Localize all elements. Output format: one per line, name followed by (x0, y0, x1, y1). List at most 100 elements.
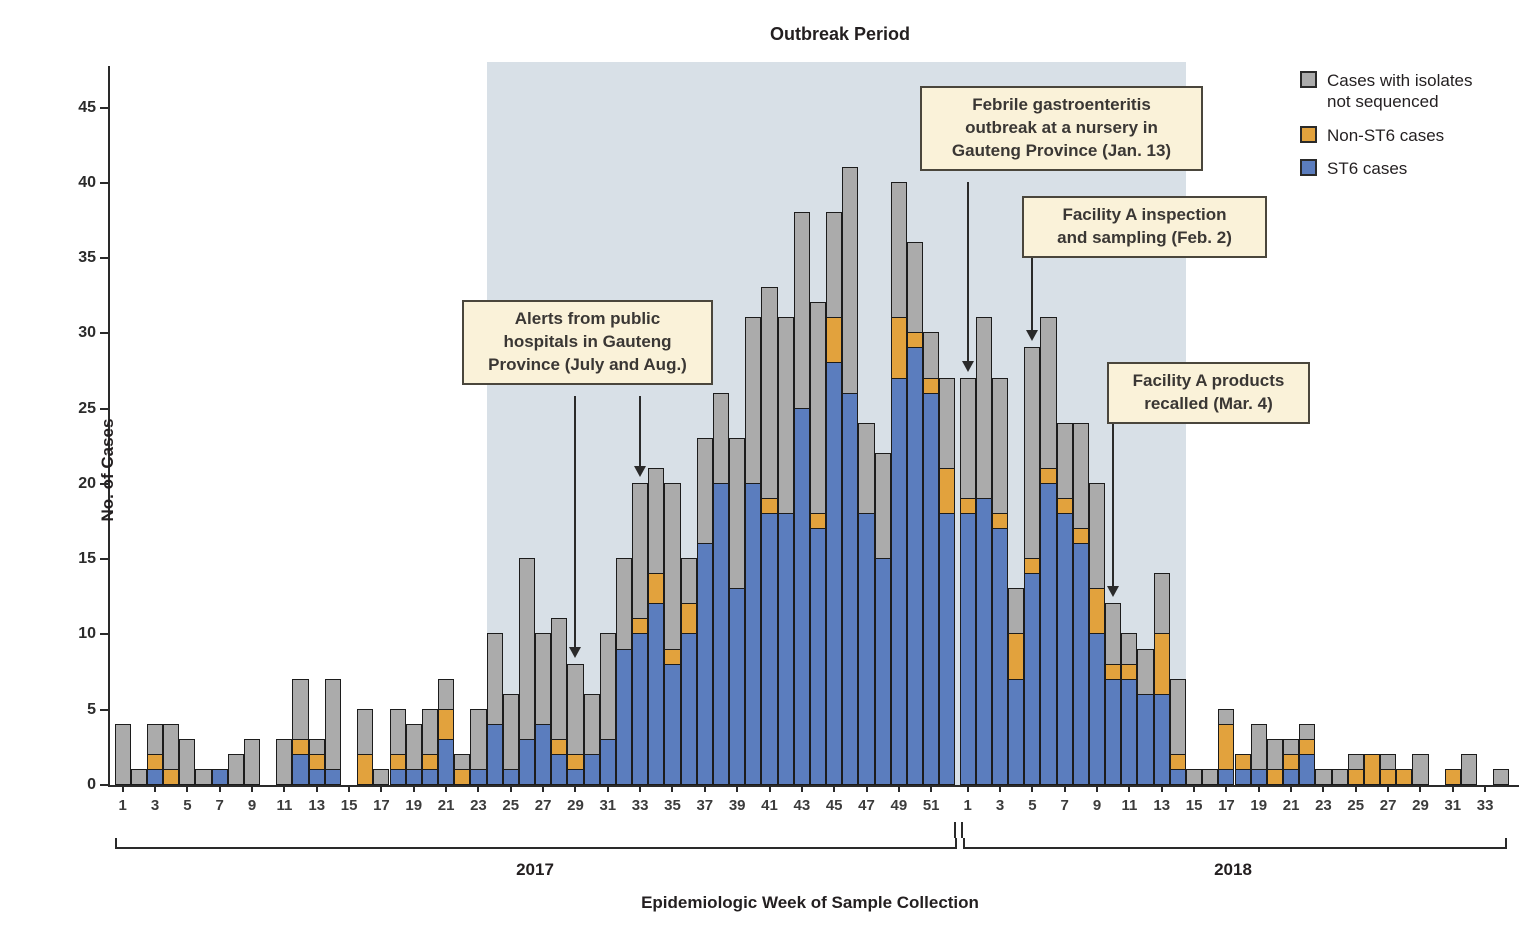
not-sequenced-segment-2018-w6 (1040, 317, 1057, 469)
not-sequenced-segment-2017-w41 (761, 287, 778, 499)
st6-segment-2017-w3 (146, 768, 164, 785)
x-tick-label-2017-w5: 5 (183, 797, 192, 814)
not-sequenced-segment-2018-w17 (1218, 708, 1235, 725)
x-tick-label-2017-w49: 49 (890, 797, 908, 814)
annotation-arrow-alerts (639, 396, 642, 467)
non-st6-segment-2018-w7 (1056, 497, 1073, 515)
not-sequenced-segment-2017-w11 (276, 738, 293, 785)
y-tick-30 (100, 332, 108, 335)
x-tick-2017-w35 (671, 785, 674, 792)
non-st6-segment-2018-w14 (1169, 753, 1186, 770)
x-tick-label-2017-w21: 21 (437, 797, 455, 814)
not-sequenced-segment-2018-w4 (1008, 588, 1025, 635)
x-tick-label-2018-w15: 15 (1185, 797, 1203, 814)
st6-segment-2018-w10 (1105, 678, 1122, 785)
not-sequenced-segment-2017-w26 (518, 558, 536, 740)
x-tick-2018-w19 (1257, 785, 1260, 792)
not-sequenced-segment-2017-w30 (583, 693, 600, 755)
annotation-arrowhead-alerts (569, 646, 582, 658)
y-tick-label-25: 25 (78, 399, 96, 417)
st6-segment-2017-w23 (470, 768, 487, 785)
non-st6-segment-2017-w22 (454, 768, 471, 785)
non-st6-segment-2017-w18 (389, 753, 406, 770)
non-st6-segment-2018-w9 (1088, 588, 1106, 635)
x-tick-label-2018-w1: 1 (963, 797, 972, 814)
non-st6-segment-2017-w41 (761, 497, 778, 515)
annotation-febrile: Febrile gastroenteritis outbreak at a nur… (920, 86, 1203, 171)
not-sequenced-segment-2018-w9 (1088, 482, 1106, 590)
annotation-arrowhead-febrile (961, 360, 974, 372)
not-sequenced-segment-2017-w16 (357, 708, 374, 755)
x-tick-label-2017-w17: 17 (373, 797, 390, 814)
not-sequenced-segment-2017-w51 (923, 332, 940, 379)
legend-item-not-sequenced: Cases with isolates not sequenced (1300, 70, 1473, 113)
x-tick-label-2018-w11: 11 (1121, 797, 1138, 814)
x-tick-2017-w23 (477, 785, 480, 792)
not-sequenced-segment-2017-w46 (842, 166, 859, 394)
y-axis-line (108, 66, 110, 785)
non-st6-segment-2017-w20 (421, 753, 438, 770)
not-sequenced-segment-2017-w38 (712, 392, 730, 484)
not-sequenced-segment-2017-w2 (130, 768, 147, 785)
x-tick-label-2017-w29: 29 (567, 797, 584, 814)
st6-segment-2018-w9 (1088, 633, 1106, 785)
y-tick-40 (100, 181, 108, 184)
not-sequenced-segment-2018-w23 (1315, 768, 1332, 785)
not-sequenced-segment-2018-w25 (1347, 753, 1364, 770)
not-sequenced-segment-2018-w11 (1121, 633, 1138, 665)
x-tick-label-2018-w3: 3 (995, 797, 1005, 814)
non-st6-segment-2018-w4 (1008, 633, 1025, 680)
st6-segment-2017-w36 (680, 633, 697, 785)
not-sequenced-segment-2017-w12 (292, 678, 309, 740)
x-axis-title: Epidemiologic Week of Sample Collection (641, 893, 979, 912)
x-tick-label-2018-w25: 25 (1347, 797, 1365, 814)
non-st6-segment-2017-w29 (567, 753, 584, 770)
x-tick-2018-w7 (1063, 785, 1066, 792)
not-sequenced-segment-2018-w10 (1105, 603, 1122, 665)
x-tick-label-2017-w37: 37 (696, 797, 714, 814)
not-sequenced-segment-2018-w24 (1331, 768, 1348, 785)
x-tick-2017-w5 (186, 785, 189, 792)
x-tick-label-2018-w9: 9 (1092, 797, 1102, 814)
legend-label-st6: ST6 cases (1327, 158, 1408, 178)
st6-segment-2018-w6 (1040, 482, 1057, 785)
x-tick-label-2017-w45: 45 (825, 797, 843, 814)
non-st6-segment-2018-w27 (1380, 768, 1397, 785)
non-st6-segment-2017-w45 (826, 317, 843, 364)
non-st6-segment-2018-w26 (1363, 753, 1381, 785)
st6-segment-2017-w37 (696, 543, 713, 785)
y-tick-label-20: 20 (78, 474, 96, 492)
axis-bracket-2018 (963, 838, 1507, 849)
year-label-2018: 2018 (1214, 860, 1252, 879)
st6-segment-2018-w8 (1072, 543, 1089, 785)
y-tick-label-40: 40 (78, 173, 96, 191)
not-sequenced-segment-2017-w44 (809, 302, 827, 515)
legend-swatch-non-st6 (1300, 125, 1317, 143)
not-sequenced-segment-2017-w17 (373, 768, 390, 785)
not-sequenced-segment-2018-w21 (1283, 738, 1300, 755)
st6-segment-2017-w52 (939, 513, 956, 785)
not-sequenced-segment-2017-w48 (874, 452, 891, 560)
non-st6-segment-2018-w11 (1121, 663, 1138, 680)
non-st6-segment-2017-w13 (308, 753, 325, 770)
not-sequenced-segment-2017-w31 (599, 633, 616, 740)
st6-segment-2017-w45 (826, 362, 843, 785)
not-sequenced-segment-2017-w28 (551, 618, 568, 740)
x-tick-2017-w27 (542, 785, 545, 792)
not-sequenced-segment-2017-w32 (615, 558, 633, 650)
not-sequenced-segment-2017-w1 (114, 723, 131, 785)
non-st6-segment-2018-w1 (959, 497, 976, 515)
annotation-arrowhead-recalled (1107, 586, 1120, 598)
not-sequenced-segment-2017-w20 (421, 708, 438, 755)
non-st6-segment-2018-w20 (1266, 768, 1283, 785)
annotation-arrow-recalled (1112, 424, 1115, 588)
y-tick-label-35: 35 (78, 249, 96, 267)
y-tick-45 (100, 106, 108, 109)
x-tick-label-2018-w7: 7 (1060, 797, 1069, 814)
st6-segment-2017-w26 (518, 738, 536, 785)
not-sequenced-segment-2018-w12 (1137, 648, 1154, 695)
x-tick-label-2017-w25: 25 (502, 797, 520, 814)
x-tick-label-2017-w51: 51 (922, 797, 940, 814)
x-tick-2017-w51 (930, 785, 933, 792)
